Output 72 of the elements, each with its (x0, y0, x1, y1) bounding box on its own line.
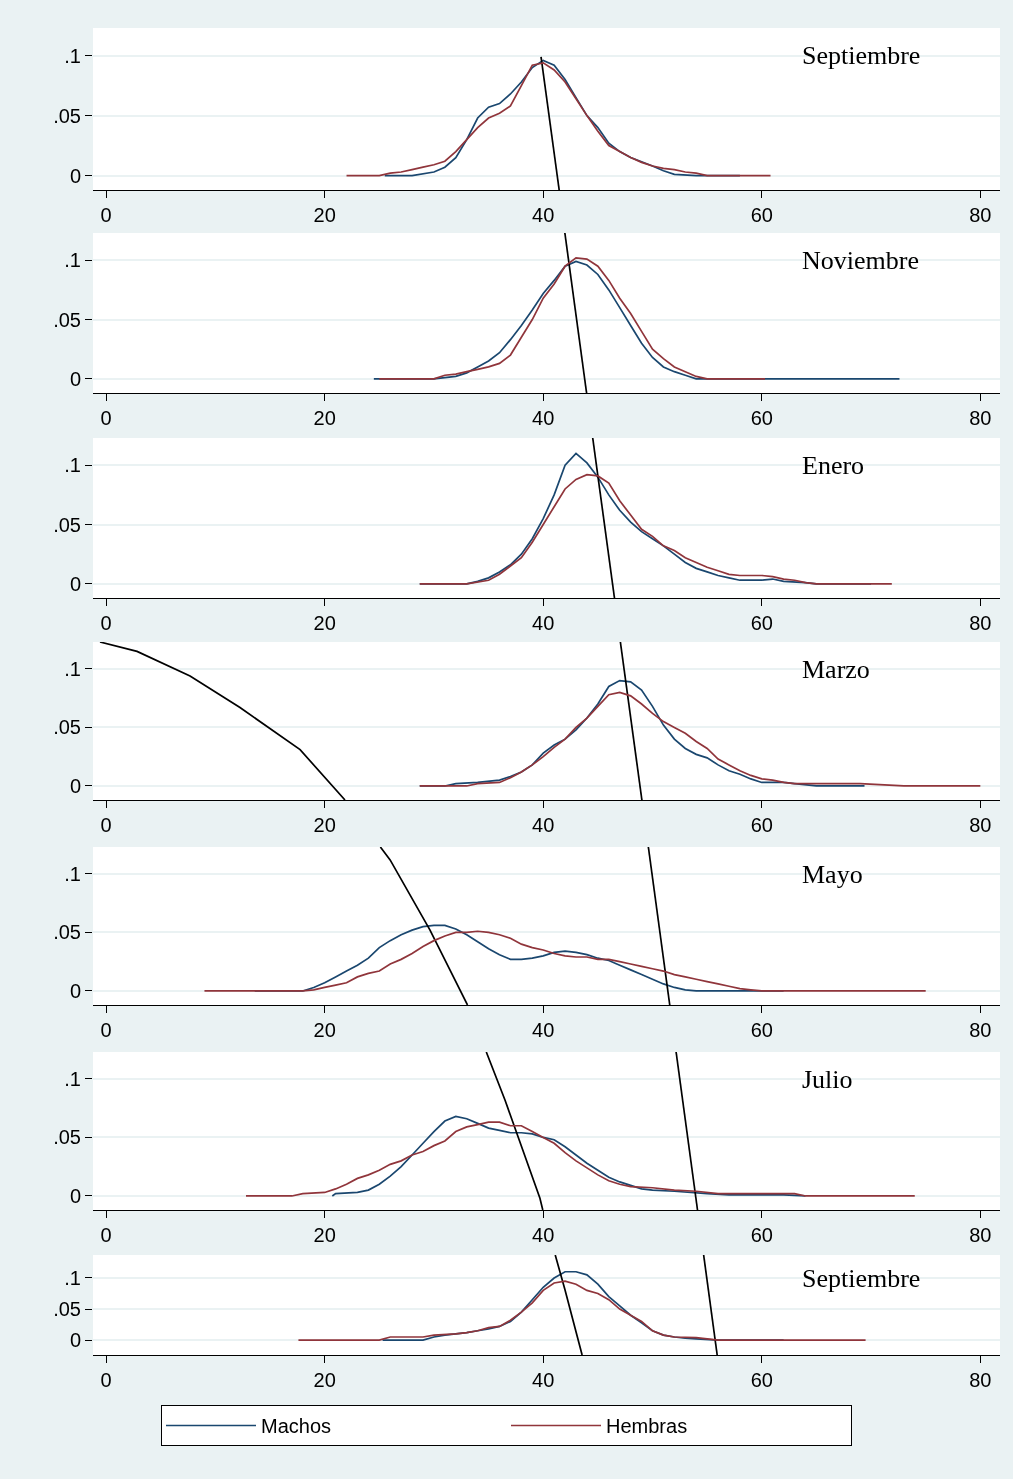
legend-label: Machos (261, 1415, 332, 1438)
line-series (245, 1121, 916, 1197)
text: Septiembre (802, 41, 921, 70)
text: Marzo (802, 655, 870, 684)
x-tick-label: 60 (750, 1019, 773, 1041)
y-tick-label: 0 (69, 774, 81, 797)
x-tick-label: 60 (750, 612, 773, 634)
x-tick-label: 40 (532, 814, 555, 836)
x-tick-label: 0 (100, 1369, 112, 1391)
y-tick-label: 0 (69, 572, 81, 595)
x-tick-label: 0 (100, 407, 112, 429)
y-tick-label: 0 (69, 1329, 81, 1352)
y-tick-label: .1 (64, 44, 81, 67)
x-tick-label: 60 (750, 1224, 773, 1246)
x-tick-label: 0 (100, 204, 112, 226)
x-tick-label: 0 (100, 814, 112, 836)
x-tick-label: 80 (969, 407, 992, 429)
y-tick-label: .1 (64, 657, 81, 680)
text: Noviembre (802, 246, 919, 275)
x-tick-label: 80 (969, 1224, 992, 1246)
x-tick-label: 40 (532, 1224, 555, 1246)
y-tick-label: .05 (53, 921, 81, 944)
x-tick-label: 60 (750, 814, 773, 836)
line-series (203, 930, 927, 992)
y-tick-label: .05 (53, 308, 81, 331)
x-tick-label: 0 (100, 1224, 112, 1246)
y-tick-label: .05 (53, 1126, 81, 1149)
y-tick-label: 0 (69, 367, 81, 390)
x-tick-label: 40 (532, 1369, 555, 1391)
x-tick-label: 0 (100, 1019, 112, 1041)
chart-title: Septiembre (802, 1264, 921, 1293)
y-tick-label: .05 (53, 716, 81, 739)
y-tick-label: 0 (69, 164, 81, 187)
line-series (418, 473, 893, 585)
x-tick-label: 40 (532, 407, 555, 429)
x-tick-label: 40 (532, 612, 555, 634)
y-tick-label: .1 (64, 1067, 81, 1090)
x-tick-label: 20 (313, 1369, 336, 1391)
y-tick-label: .1 (64, 454, 81, 477)
x-tick-label: 20 (313, 1224, 336, 1246)
y-tick-label: .05 (53, 104, 81, 127)
x-tick-label: 80 (969, 612, 992, 634)
y-tick-label: .05 (53, 1298, 81, 1321)
text: Julio (802, 1065, 853, 1094)
x-tick-label: 20 (313, 204, 336, 226)
legend-label: Hembras (606, 1415, 688, 1438)
x-tick-label: 80 (969, 814, 992, 836)
y-tick-label: .05 (53, 513, 81, 536)
x-tick-label: 20 (313, 1019, 336, 1041)
x-tick-label: 80 (969, 1369, 992, 1391)
x-tick-label: 0 (100, 612, 112, 634)
x-tick-label: 40 (532, 1019, 555, 1041)
line-series (378, 257, 766, 380)
y-tick-label: .1 (64, 249, 81, 272)
line-series (331, 1115, 807, 1197)
x-tick-label: 80 (969, 1019, 992, 1041)
x-tick-label: 20 (313, 814, 336, 836)
x-tick-label: 20 (313, 407, 336, 429)
x-tick-label: 20 (313, 612, 336, 634)
y-tick-label: 0 (69, 979, 81, 1002)
line-series (418, 691, 982, 787)
text: Mayo (802, 860, 863, 889)
x-tick-label: 80 (969, 204, 992, 226)
x-tick-label: 60 (750, 204, 773, 226)
x-tick-label: 60 (750, 1369, 773, 1391)
y-tick-label: .1 (64, 1266, 81, 1289)
x-tick-label: 40 (532, 204, 555, 226)
y-tick-label: .1 (64, 862, 81, 885)
text: Enero (802, 451, 865, 480)
line-series (345, 61, 772, 177)
x-tick-label: 60 (750, 407, 773, 429)
y-tick-label: 0 (69, 1184, 81, 1207)
